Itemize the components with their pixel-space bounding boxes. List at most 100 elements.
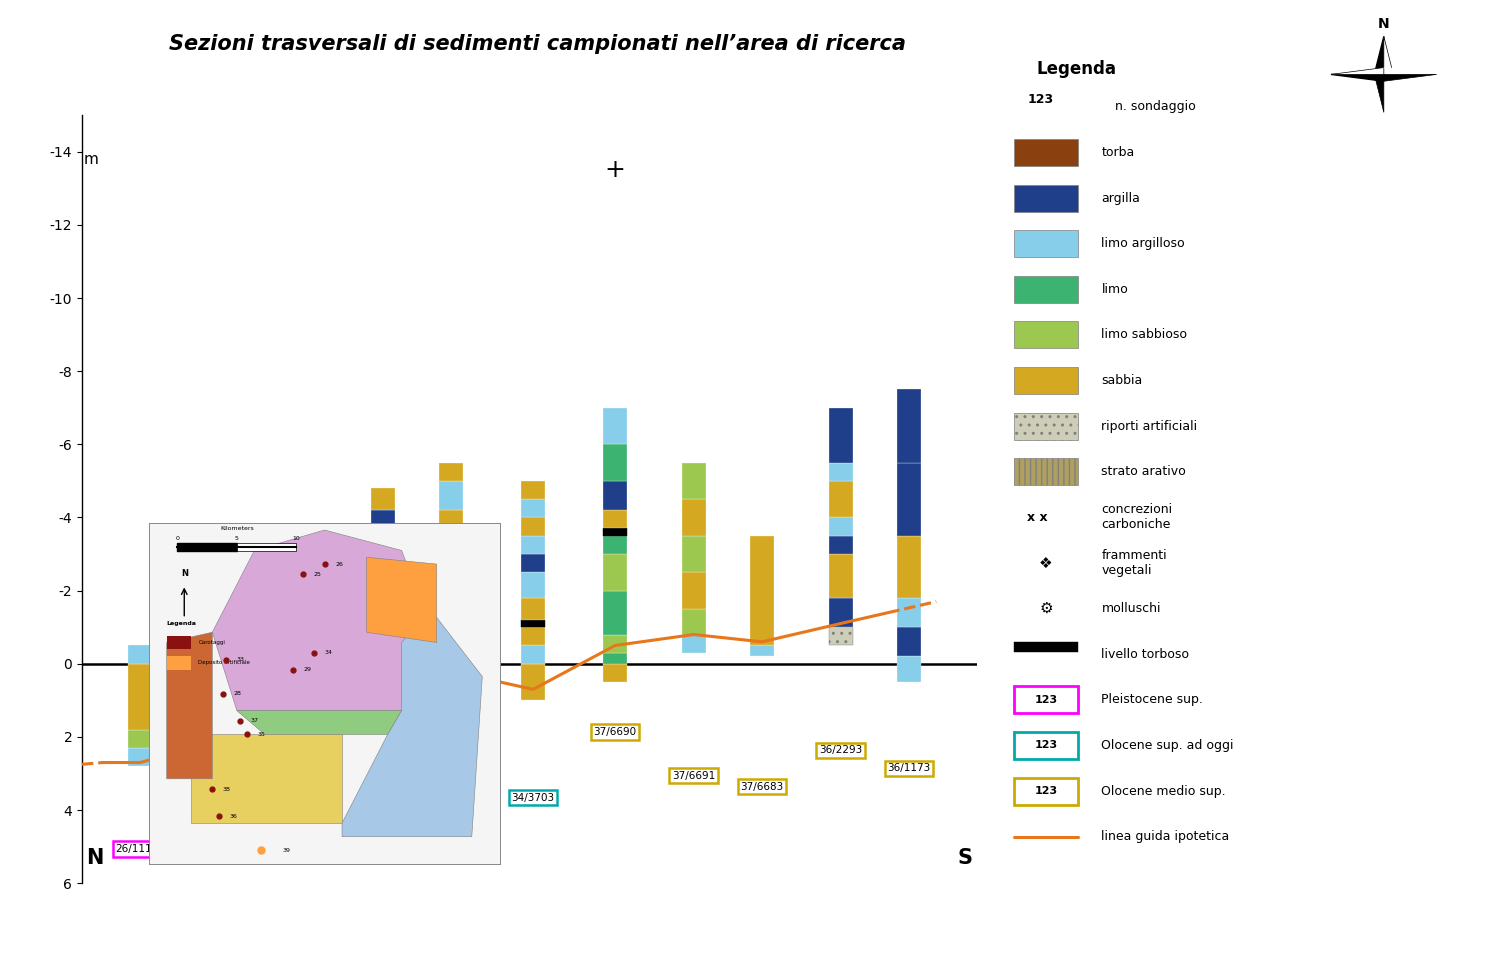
Text: 39: 39 [282, 848, 291, 852]
Bar [603, 554, 627, 590]
Bar [521, 598, 545, 620]
Text: torba: torba [1101, 146, 1134, 159]
Polygon shape [1385, 75, 1394, 112]
Bar [372, 590, 395, 653]
Text: livello torboso: livello torboso [1101, 648, 1189, 660]
Text: 26/11140: 26/11140 [258, 807, 309, 817]
Text: Kilometers: Kilometers [219, 526, 254, 531]
Text: Deposito artificiale: Deposito artificiale [198, 660, 251, 665]
Text: S: S [958, 848, 973, 868]
Bar [439, 635, 463, 675]
Bar [828, 627, 852, 645]
Bar [828, 598, 852, 627]
Text: 123: 123 [1028, 93, 1053, 107]
Text: 38: 38 [222, 786, 231, 792]
Polygon shape [237, 710, 401, 734]
Text: Olocene sup. ad oggi: Olocene sup. ad oggi [1101, 739, 1234, 752]
Bar [897, 627, 921, 657]
Text: 34/3701: 34/3701 [361, 745, 404, 756]
Text: n. sondaggio: n. sondaggio [1116, 101, 1197, 113]
Bar [1013, 413, 1079, 440]
Text: 10: 10 [292, 537, 300, 541]
Text: 37: 37 [251, 718, 260, 724]
Text: Legenda: Legenda [167, 621, 197, 627]
Text: Sezioni trasversali di sedimenti campionati nell’area di ricerca: Sezioni trasversali di sedimenti campion… [169, 34, 906, 54]
Bar [521, 481, 545, 499]
Bar [439, 463, 463, 481]
Text: N: N [87, 848, 104, 868]
Text: limo argilloso: limo argilloso [1101, 237, 1185, 251]
Bar [750, 645, 774, 657]
Text: 25: 25 [313, 572, 322, 577]
Bar [128, 645, 152, 663]
Text: 26/11134: 26/11134 [184, 826, 233, 835]
Bar [439, 510, 463, 528]
Bar [603, 536, 627, 554]
Text: N: N [181, 568, 188, 578]
Bar [828, 554, 852, 598]
Bar [1013, 732, 1079, 759]
Bar [197, 719, 221, 748]
Bar [197, 701, 221, 719]
Bar [197, 635, 221, 653]
Text: 28: 28 [233, 691, 242, 696]
Bar [1013, 276, 1079, 302]
Text: 36: 36 [230, 814, 237, 819]
Text: 123: 123 [1034, 695, 1058, 705]
Bar [439, 627, 463, 635]
Text: 123: 123 [1034, 786, 1058, 796]
Bar [682, 572, 706, 609]
Polygon shape [212, 530, 437, 710]
Polygon shape [1385, 67, 1437, 75]
Text: 37/6691: 37/6691 [671, 771, 715, 780]
Polygon shape [1331, 75, 1385, 82]
Text: 37/6683: 37/6683 [740, 781, 783, 792]
Bar [603, 408, 627, 444]
Text: limo sabbioso: limo sabbioso [1101, 328, 1188, 342]
Text: concrezioni
carboniche: concrezioni carboniche [1101, 503, 1173, 532]
Bar [897, 390, 921, 463]
Text: frammenti
vegetali: frammenti vegetali [1101, 549, 1167, 577]
Polygon shape [1331, 67, 1385, 75]
Bar [372, 572, 395, 590]
Bar [521, 663, 545, 701]
Bar [897, 657, 921, 682]
Polygon shape [1385, 36, 1394, 75]
Bar [521, 572, 545, 598]
Bar [521, 536, 545, 554]
Bar [828, 536, 852, 554]
Text: 34/3703: 34/3703 [512, 793, 555, 803]
Bar [128, 663, 152, 730]
Bar [439, 572, 463, 609]
Polygon shape [1385, 75, 1437, 82]
Bar [1013, 322, 1079, 348]
Text: x x: x x [1028, 511, 1047, 524]
Bar [521, 620, 545, 627]
Text: linea guida ipotetica: linea guida ipotetica [1101, 830, 1229, 843]
Bar [750, 536, 774, 645]
Text: limo: limo [1101, 283, 1128, 296]
Bar [603, 510, 627, 528]
Bar [603, 481, 627, 510]
Bar [372, 536, 395, 572]
Text: ⚙: ⚙ [1038, 601, 1053, 616]
Bar [682, 536, 706, 572]
Bar [897, 463, 921, 536]
Bar [682, 609, 706, 635]
Bar [521, 627, 545, 645]
Bar [372, 653, 395, 682]
Polygon shape [191, 734, 342, 823]
Bar [1013, 367, 1079, 394]
Bar [603, 444, 627, 481]
Text: ❖: ❖ [1038, 556, 1053, 570]
Polygon shape [167, 633, 212, 779]
Text: Pleistocene sup.: Pleistocene sup. [1101, 693, 1203, 707]
Polygon shape [1374, 75, 1385, 112]
Bar [167, 636, 191, 649]
Bar [897, 536, 921, 598]
Text: Carotaggi: Carotaggi [198, 640, 225, 645]
Bar [1013, 230, 1079, 257]
Bar [1013, 686, 1079, 713]
Bar [828, 517, 852, 536]
Text: riporti artificiali: riporti artificiali [1101, 420, 1198, 433]
